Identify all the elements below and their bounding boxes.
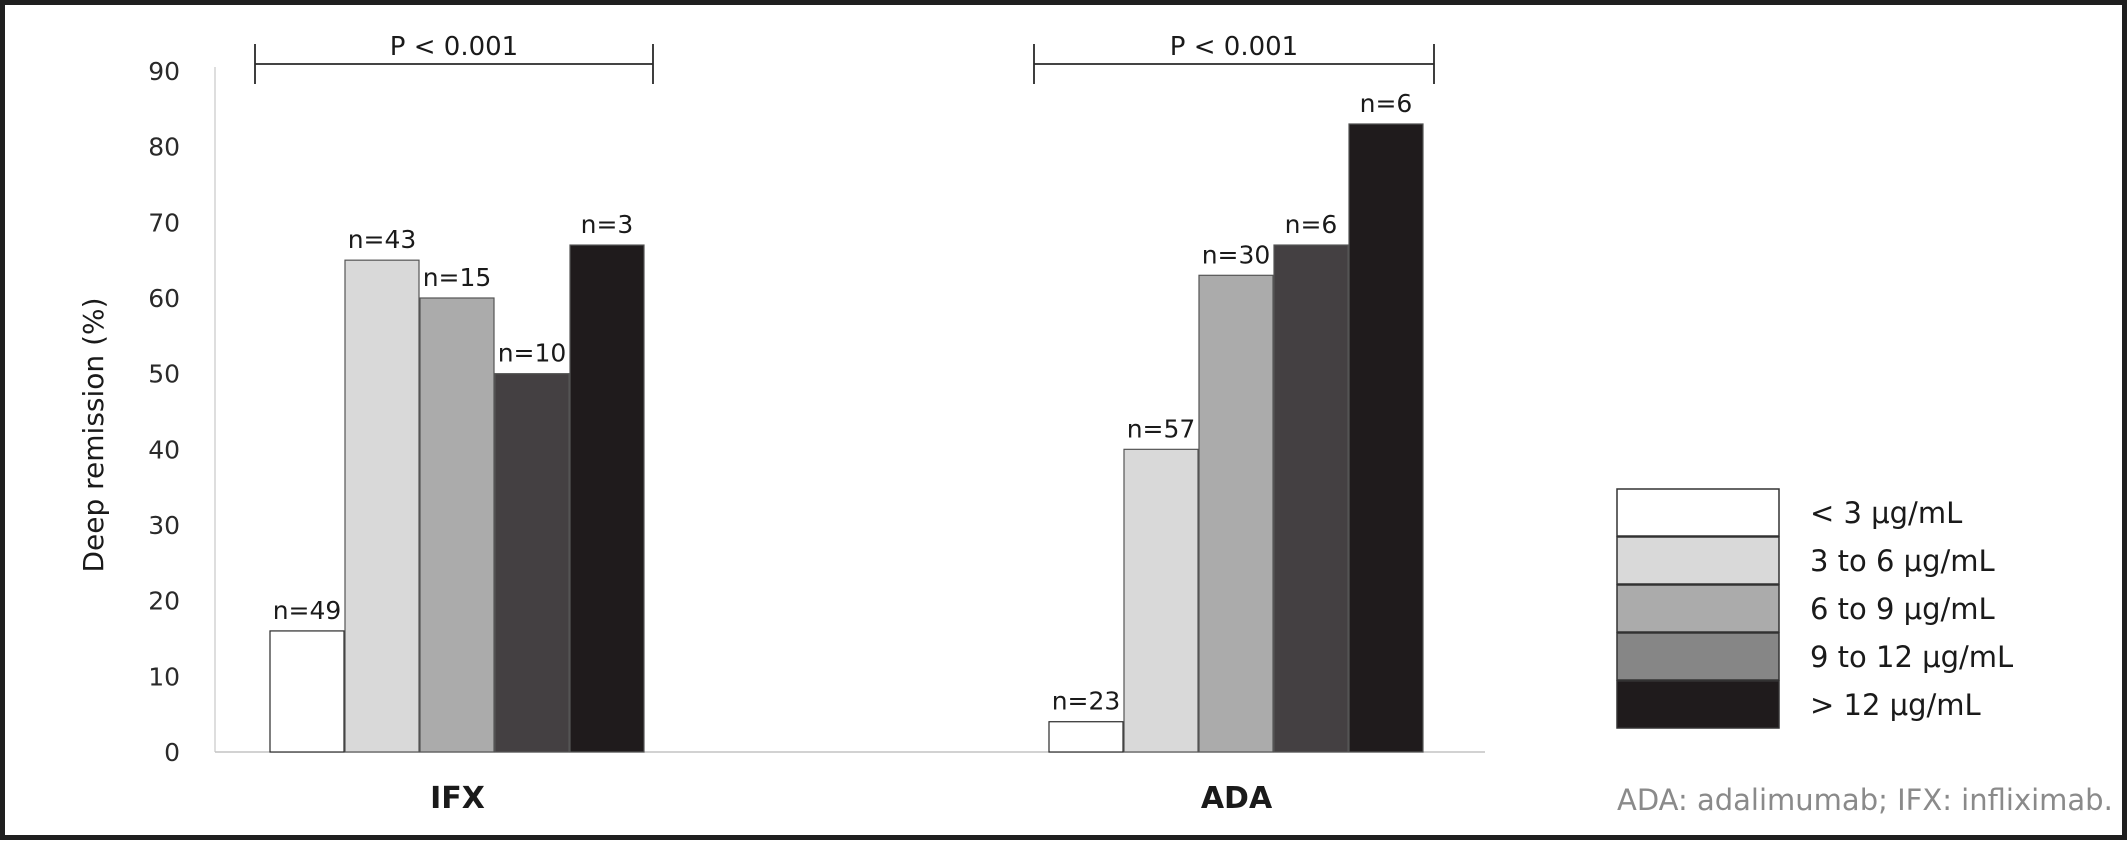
n-label: n=6 [1285,210,1338,239]
legend-swatch [1616,632,1780,681]
legend-label: 6 to 9 μg/mL [1810,592,1995,626]
category-label-ada: ADA [1201,781,1273,816]
n-label: n=30 [1202,240,1271,269]
legend-label: > 12 μg/mL [1810,688,1981,722]
bar-ada-2 [1123,448,1199,753]
bar-ifx-1 [269,630,345,753]
y-tick-label: 90 [148,57,180,86]
bar-ifx-4 [494,373,570,753]
n-label: n=57 [1127,414,1196,443]
bar-chart: 0 10 20 30 40 50 60 70 80 90 IFX ADA n=49 n=43n=15 n=… [77,32,2113,817]
n-label: n=49 [273,596,342,625]
bar-ifx-2 [344,259,420,753]
n-label: n=10 [498,339,567,368]
legend-label: < 3 μg/mL [1810,496,1962,530]
footnote: ADA: adalimumab; IFX: infliximab. [1617,783,2113,817]
legend-swatch [1616,536,1780,585]
bar-ada-4 [1273,244,1349,753]
legend-swatch [1616,584,1780,633]
bar-ada-3 [1198,274,1274,753]
y-axis-label: Deep remission (%) [77,297,110,572]
legend-label: 9 to 12 μg/mL [1810,640,2013,674]
bar-ada-5 [1348,123,1424,753]
significance-label: P < 0.001 [1170,32,1298,62]
n-label: n=15 [423,263,492,292]
y-tick-label: 20 [148,587,180,616]
significance-bracket [1033,44,1435,84]
n-label: n=23 [1052,687,1121,716]
category-label-ifx: IFX [430,781,485,816]
bar-ada-1 [1048,721,1124,753]
n-label: n=43 [348,225,417,254]
bar-ifx-3 [419,297,495,753]
significance-label: P < 0.001 [390,32,518,62]
y-tick-label: 10 [148,662,180,691]
significance-bracket [254,44,654,84]
bar-ifx-5 [569,244,645,753]
y-tick-label: 30 [148,511,180,540]
n-label: n=3 [581,210,634,239]
y-tick-label: 80 [148,133,180,162]
y-tick-label: 50 [148,360,180,389]
y-tick-label: 0 [164,738,180,767]
legend-label: 3 to 6 μg/mL [1810,544,1995,578]
legend-swatch [1616,680,1780,729]
legend-swatch [1616,488,1780,537]
y-tick-label: 60 [148,284,180,313]
y-tick-label: 40 [148,435,180,464]
y-tick-label: 70 [148,208,180,237]
n-label: n=6 [1360,89,1413,118]
